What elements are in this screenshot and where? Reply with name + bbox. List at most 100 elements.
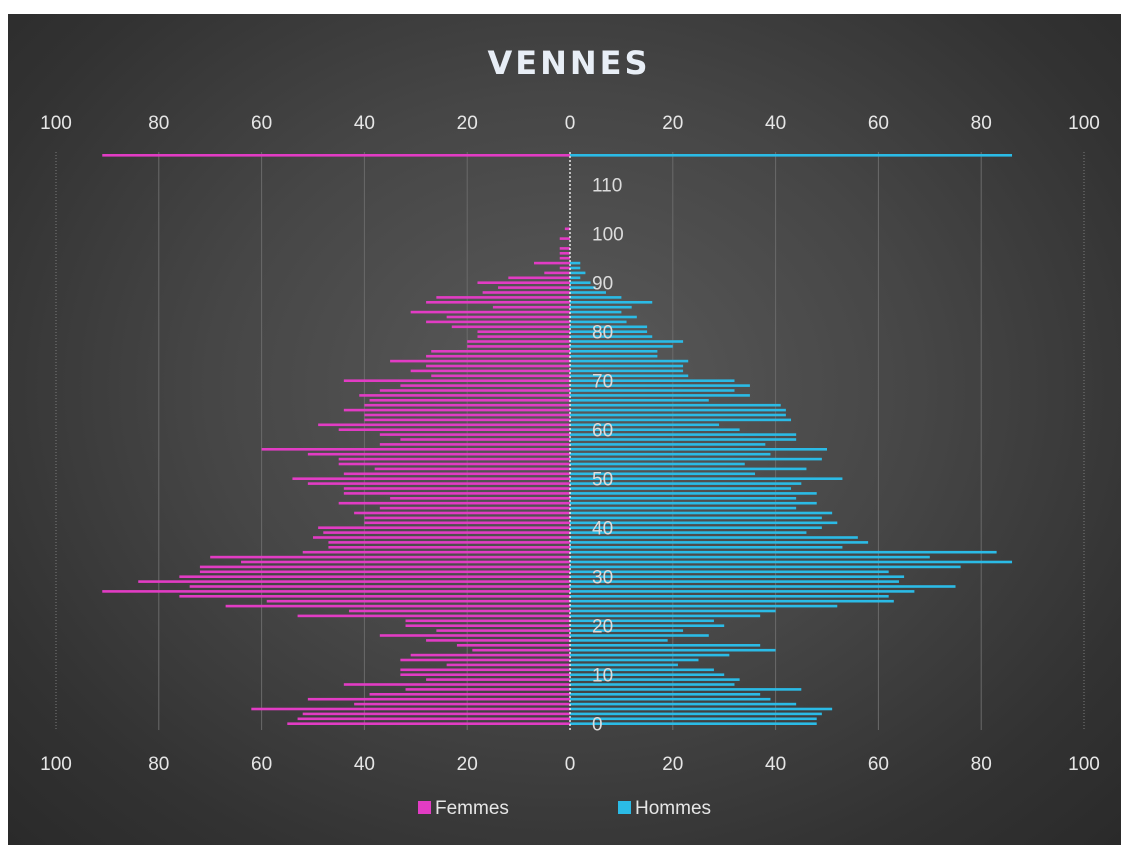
- bar-femmes: [426, 678, 570, 681]
- bar-hommes: [570, 154, 1013, 157]
- bar-femmes: [436, 629, 570, 632]
- age-tick-label: 20: [592, 616, 613, 637]
- bar-femmes: [343, 379, 570, 382]
- bar-femmes: [307, 482, 570, 485]
- bar-femmes: [400, 668, 570, 672]
- bar-femmes: [369, 399, 570, 402]
- legend-label-femmes: Femmes: [435, 798, 509, 819]
- bar-hommes: [570, 457, 822, 461]
- bar-hommes: [570, 693, 761, 696]
- bar-hommes: [570, 389, 735, 392]
- bar-hommes: [570, 482, 802, 485]
- age-tick-label: 100: [592, 224, 624, 245]
- x-tick-label-bottom: 100: [1068, 754, 1100, 775]
- bar-femmes: [338, 457, 570, 461]
- bar-hommes: [570, 629, 684, 632]
- bar-hommes: [570, 394, 750, 397]
- bar-hommes: [570, 614, 761, 618]
- bar-hommes: [570, 384, 750, 387]
- bar-femmes: [559, 252, 570, 255]
- x-tick-label-top: 80: [971, 113, 992, 134]
- bar-hommes: [570, 438, 797, 441]
- bar-hommes: [570, 413, 786, 417]
- bar-femmes: [482, 291, 570, 294]
- x-tick-label-bottom: 0: [565, 754, 576, 775]
- legend-label-hommes: Hommes: [635, 798, 711, 819]
- legend-swatch-hommes: [618, 801, 631, 814]
- bar-hommes: [570, 448, 827, 451]
- bar-hommes: [570, 340, 684, 343]
- bar-femmes: [287, 722, 570, 725]
- age-tick-label: 40: [592, 518, 613, 539]
- age-tick-label: 0: [592, 714, 603, 735]
- bar-hommes: [570, 565, 961, 569]
- bar-femmes: [534, 261, 570, 265]
- bar-femmes: [338, 462, 570, 466]
- bar-hommes: [570, 546, 843, 549]
- bar-femmes: [364, 418, 570, 422]
- bar-hommes: [570, 575, 905, 578]
- bar-hommes: [570, 418, 792, 422]
- bar-hommes: [570, 291, 606, 294]
- bar-femmes: [410, 369, 570, 373]
- bar-hommes: [570, 408, 786, 412]
- bar-hommes: [570, 712, 822, 716]
- bar-femmes: [477, 330, 570, 333]
- bar-hommes: [570, 702, 797, 706]
- bar-femmes: [410, 310, 570, 314]
- bar-femmes: [343, 487, 570, 490]
- bar-femmes: [307, 697, 570, 701]
- bar-hommes: [570, 634, 709, 637]
- bar-femmes: [390, 497, 570, 500]
- bar-hommes: [570, 550, 997, 554]
- bar-hommes: [570, 379, 735, 382]
- bar-femmes: [343, 408, 570, 412]
- bar-hommes: [570, 301, 653, 304]
- x-tick-label-bottom: 40: [765, 754, 786, 775]
- bar-femmes: [426, 364, 570, 368]
- bar-femmes: [405, 688, 570, 691]
- x-tick-label-top: 100: [1068, 113, 1100, 134]
- bar-femmes: [436, 296, 570, 299]
- bar-hommes: [570, 511, 833, 515]
- bar-femmes: [364, 521, 570, 525]
- bar-femmes: [199, 565, 571, 569]
- bar-femmes: [102, 590, 570, 593]
- bar-femmes: [451, 325, 570, 329]
- bar-femmes: [508, 276, 570, 280]
- bar-hommes: [570, 354, 658, 358]
- bar-hommes: [570, 639, 668, 642]
- bar-hommes: [570, 296, 622, 299]
- bar-hommes: [570, 580, 899, 583]
- bar-femmes: [225, 604, 570, 608]
- bar-femmes: [446, 315, 570, 319]
- age-tick-label: 70: [592, 371, 613, 392]
- bar-femmes: [410, 653, 570, 657]
- bar-femmes: [199, 570, 571, 574]
- bar-femmes: [343, 472, 570, 476]
- bar-hommes: [570, 359, 689, 363]
- bar-hommes: [570, 462, 745, 466]
- bar-femmes: [492, 305, 570, 309]
- bar-femmes: [241, 560, 571, 564]
- bar-femmes: [446, 663, 570, 667]
- age-tick-label: 30: [592, 567, 613, 588]
- bar-femmes: [467, 345, 570, 348]
- x-tick-label-top: 60: [868, 113, 889, 134]
- bar-hommes: [570, 266, 581, 270]
- bar-hommes: [570, 722, 817, 725]
- x-tick-label-bottom: 80: [971, 754, 992, 775]
- bar-femmes: [472, 648, 570, 652]
- bar-hommes: [570, 399, 709, 402]
- bar-hommes: [570, 644, 761, 647]
- bar-femmes: [364, 413, 570, 417]
- bar-hommes: [570, 305, 632, 309]
- bar-hommes: [570, 350, 658, 353]
- bar-femmes: [559, 266, 570, 270]
- bar-femmes: [189, 585, 570, 588]
- bar-hommes: [570, 570, 889, 574]
- x-tick-label-bottom: 20: [457, 754, 478, 775]
- bar-hommes: [570, 506, 797, 510]
- bar-hommes: [570, 541, 869, 544]
- population-pyramid-chart: VENNES 100100808060604040202000202040406…: [40, 44, 1100, 819]
